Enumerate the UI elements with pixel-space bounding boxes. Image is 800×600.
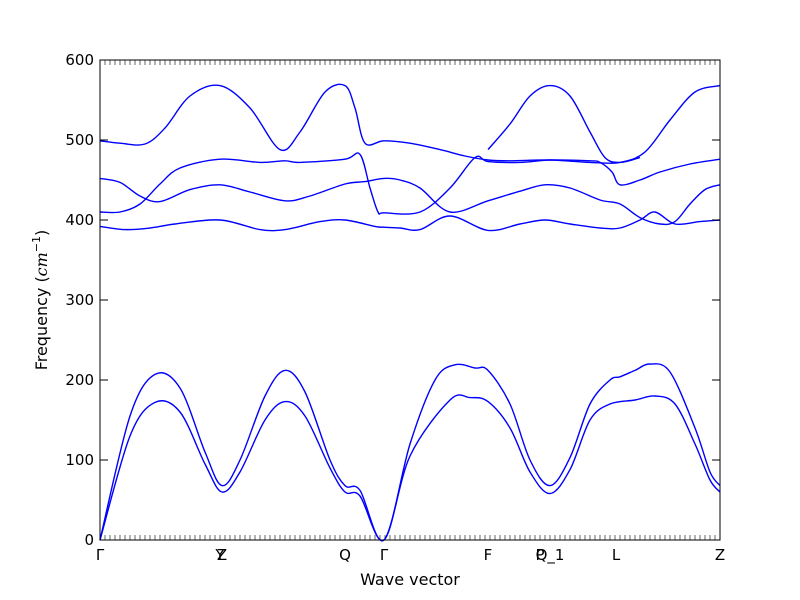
- x-tick-label: L: [612, 546, 621, 564]
- x-tick-label: Z: [217, 546, 227, 564]
- phonon-band-line: [99, 152, 721, 215]
- x-tick-label: Y: [214, 546, 225, 564]
- phonon-band-line: [99, 211, 721, 232]
- minor-ticks: [99, 60, 721, 540]
- phonon-band-line: [99, 83, 721, 164]
- x-tick-label: P: [535, 546, 544, 564]
- y-tick-label: 500: [65, 131, 94, 149]
- y-tick-label: 600: [65, 51, 94, 69]
- series-layer: [99, 83, 721, 542]
- x-axis-label: Wave vector: [360, 570, 460, 589]
- phonon-band-line: [487, 84, 641, 164]
- y-tick-label: 100: [65, 451, 94, 469]
- y-tick-label: 300: [65, 291, 94, 309]
- y-axis-label: Frequency (cm−1): [30, 230, 51, 371]
- y-tick-label: 200: [65, 371, 94, 389]
- x-tick-label: Γ: [96, 546, 105, 564]
- x-tick-label: Q_1: [536, 546, 565, 565]
- x-tick-label: Z: [715, 546, 725, 564]
- y-axis-label-unit-exp: −1: [30, 236, 43, 252]
- phonon-band-line: [99, 363, 721, 542]
- y-axis-label-unit: cm: [32, 252, 51, 276]
- x-tick-label: Q: [339, 546, 351, 564]
- x-axis-ticks: Γ YZ Q Γ F PQ_1 L Z: [96, 546, 725, 565]
- y-axis-ticks: 0 100 200 300 400 500 600: [65, 51, 720, 549]
- y-tick-label: 400: [65, 211, 94, 229]
- y-tick-label: 0: [84, 531, 94, 549]
- plot-frame: [99, 59, 721, 541]
- phonon-band-line: [99, 394, 721, 542]
- y-axis-label-text: Frequency: [32, 288, 51, 371]
- x-tick-label: F: [484, 546, 493, 564]
- x-tick-label: Γ: [380, 546, 389, 564]
- phonon-band-line: [99, 177, 721, 226]
